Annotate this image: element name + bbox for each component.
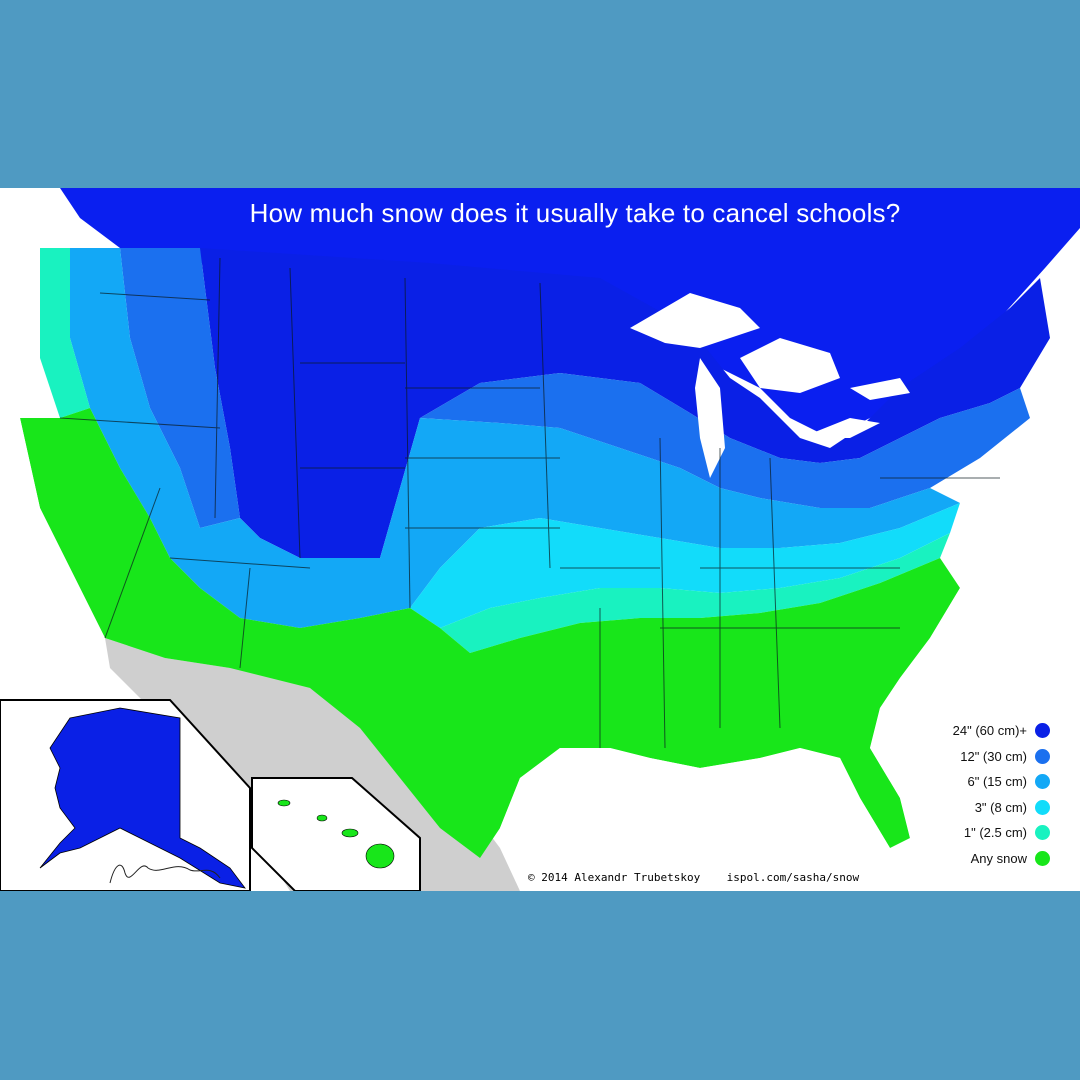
legend-item-any: Any snow [850,846,1050,872]
legend-item-6in: 6" (15 cm) [850,769,1050,795]
legend-swatch [1035,723,1050,739]
legend-swatch [1035,850,1050,866]
alaska-inset [0,699,251,891]
legend-swatch [1035,748,1050,764]
great-lakes [630,293,910,478]
credit-text: © 2014 Alexandr Trubetskoy ispol.com/sas… [528,871,860,884]
map-frame: How much snow does it usually take to ca… [0,188,1080,891]
alaska-shape [39,707,246,889]
map-title: How much snow does it usually take to ca… [249,198,901,228]
legend-item-12in: 12" (30 cm) [850,744,1050,770]
legend-swatch [1035,825,1050,841]
us-band-any [20,408,960,858]
legend-item-24in: 24" (60 cm)+ [850,718,1050,744]
us-band-24in [200,248,1050,558]
mexico-region [105,638,520,891]
state-borders [59,257,1000,749]
atlantic-ocean [870,488,1080,891]
us-band-6in [70,248,960,628]
hawaii-big-island [365,843,395,869]
author-signature [109,864,221,884]
us-band-12in [120,248,1030,528]
legend-item-3in: 3" (8 cm) [850,795,1050,821]
legend: 24" (60 cm)+ 12" (30 cm) 6" (15 cm) 3" (… [850,718,1050,871]
legend-swatch [1035,774,1050,790]
gulf-of-mexico [500,748,900,891]
legend-swatch [1035,799,1050,815]
hawaii-inset [251,777,421,891]
pacific-ocean [0,188,105,688]
legend-item-1in: 1" (2.5 cm) [850,820,1050,846]
snow-map [0,188,1080,891]
